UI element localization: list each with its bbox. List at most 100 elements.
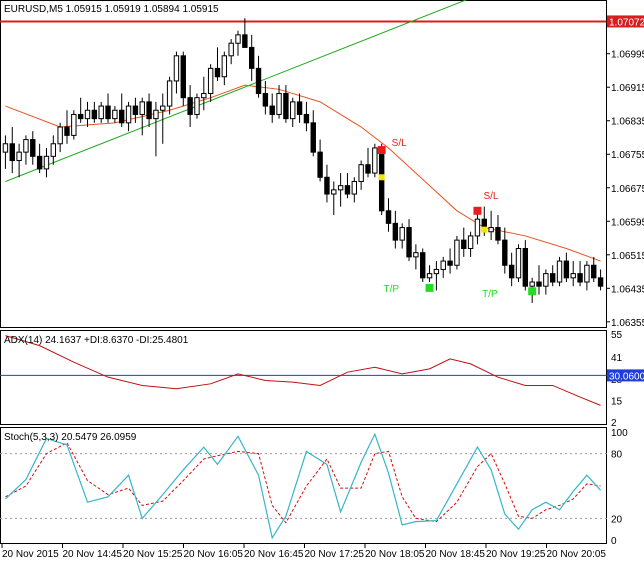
candle bbox=[495, 214, 501, 245]
candle bbox=[447, 248, 453, 274]
candle bbox=[180, 51, 186, 107]
candle-body bbox=[71, 113, 77, 136]
candle-body bbox=[84, 109, 91, 120]
price-tick-label: 1.07072 bbox=[609, 17, 644, 28]
candle-body bbox=[57, 126, 63, 145]
candle-body bbox=[467, 235, 474, 250]
price-axis: 1.07072 1.06995 1.06915 1.06835 1.06755 1.066… bbox=[606, 15, 644, 329]
candle-body bbox=[194, 97, 200, 115]
adx-axis: 55412815230.0600 bbox=[607, 330, 644, 429]
candle-body bbox=[543, 273, 549, 287]
stoch-axis: 100 80 20 0 bbox=[611, 428, 628, 547]
candle bbox=[392, 210, 399, 249]
candle-body bbox=[474, 218, 481, 237]
candle bbox=[77, 97, 84, 123]
candle-body bbox=[488, 227, 494, 233]
candle bbox=[119, 93, 125, 128]
candle bbox=[64, 110, 70, 144]
candle bbox=[153, 101, 159, 157]
entry-marker bbox=[481, 226, 488, 233]
candle-body bbox=[283, 93, 289, 120]
candle bbox=[146, 93, 152, 128]
candle bbox=[522, 240, 529, 291]
candle-body bbox=[563, 260, 570, 279]
candle bbox=[2, 135, 9, 169]
candle-body bbox=[426, 273, 433, 279]
take-profit-label: T/P bbox=[384, 284, 400, 295]
adx-tick-label: 41 bbox=[611, 353, 623, 364]
candle bbox=[248, 34, 255, 81]
candle bbox=[597, 269, 604, 291]
candle bbox=[420, 248, 426, 283]
candles-group bbox=[2, 18, 604, 303]
adx-title: ADX(14) 24.1637 +DI:8.6370 -DI:25.4801 bbox=[4, 335, 189, 346]
time-axis: 20 Nov 2015 20 Nov 14:45 20 Nov 15:25 20 No… bbox=[1, 544, 607, 560]
time-tick-label: 20 Nov 2015 bbox=[2, 549, 59, 560]
candle bbox=[543, 269, 549, 295]
candle-body bbox=[392, 222, 399, 241]
candle bbox=[201, 76, 207, 111]
candle-body bbox=[262, 93, 269, 107]
adx-panel-frame bbox=[0, 330, 607, 425]
stop-loss-label: S/L bbox=[483, 191, 498, 202]
adx-level-label: 30.0600 bbox=[609, 371, 644, 382]
candle-body bbox=[303, 113, 310, 124]
time-tick-label: 20 Nov 18:45 bbox=[426, 549, 486, 560]
candle-body bbox=[173, 55, 180, 82]
price-tick-label: 1.06435 bbox=[611, 284, 644, 295]
candle-body bbox=[132, 105, 139, 115]
entry-marker bbox=[378, 174, 385, 181]
candle bbox=[242, 18, 248, 48]
resistance-price-tag bbox=[607, 15, 644, 28]
stoch-panel-frame bbox=[0, 427, 607, 544]
adx-tick-label: 55 bbox=[611, 330, 623, 341]
candle-body bbox=[23, 139, 29, 153]
candle bbox=[30, 131, 36, 165]
trendline bbox=[5, 0, 468, 182]
candle-body bbox=[577, 273, 583, 283]
price-tick-label: 1.06755 bbox=[611, 150, 644, 161]
candle-body bbox=[64, 126, 70, 136]
candle bbox=[413, 244, 419, 270]
candle bbox=[461, 227, 467, 257]
candle bbox=[23, 135, 29, 165]
stoch-main-line bbox=[5, 432, 602, 540]
candle bbox=[310, 110, 316, 157]
price-tick-label: 1.06355 bbox=[611, 318, 644, 329]
candle-body bbox=[372, 147, 378, 174]
candle-body bbox=[591, 264, 597, 279]
candle bbox=[187, 85, 193, 128]
time-tick-label: 20 Nov 20:05 bbox=[547, 549, 607, 560]
candle bbox=[433, 261, 440, 291]
candle-body bbox=[36, 155, 43, 170]
candle-body bbox=[166, 80, 173, 107]
candle-body bbox=[91, 109, 98, 120]
candle bbox=[276, 85, 282, 119]
candle bbox=[502, 227, 508, 274]
candle bbox=[467, 231, 474, 257]
candle-body bbox=[570, 273, 576, 279]
candle-body bbox=[153, 109, 159, 120]
candle bbox=[16, 143, 22, 178]
candle-body bbox=[221, 55, 228, 78]
candle-body bbox=[255, 67, 262, 95]
time-tick-label: 20 Nov 17:25 bbox=[305, 549, 365, 560]
candle bbox=[269, 93, 275, 123]
candle-body bbox=[529, 281, 535, 287]
candle bbox=[296, 93, 303, 123]
time-tick-label: 20 Nov 16:45 bbox=[244, 549, 304, 560]
candle-body bbox=[105, 105, 111, 120]
candle-body bbox=[43, 155, 50, 170]
candle bbox=[173, 51, 180, 94]
candle bbox=[344, 173, 351, 199]
candle bbox=[337, 173, 344, 207]
candle-body bbox=[406, 227, 412, 258]
take-profit-marker bbox=[425, 283, 434, 292]
candle-body bbox=[187, 97, 193, 115]
candle-body bbox=[77, 113, 84, 120]
candle-body bbox=[344, 185, 351, 195]
candle bbox=[577, 261, 583, 287]
stoch-tick-label: 80 bbox=[611, 450, 623, 461]
adx-line bbox=[5, 335, 601, 406]
